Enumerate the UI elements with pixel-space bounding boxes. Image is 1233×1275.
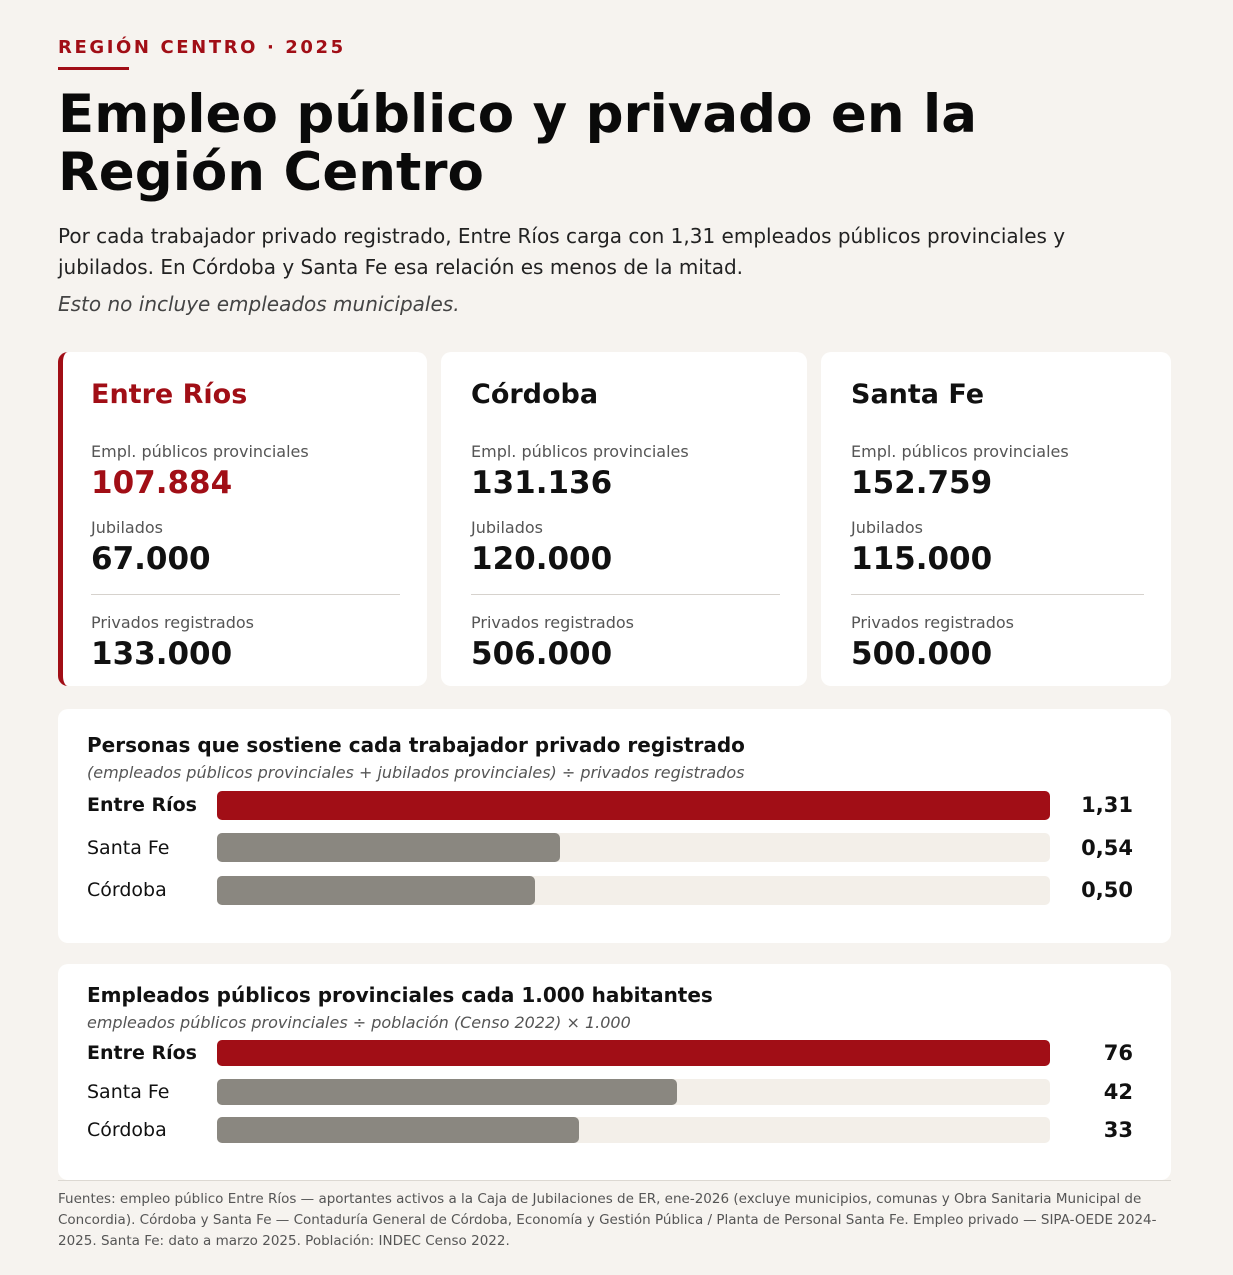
- card-divider: [471, 594, 780, 595]
- card-private-value: 500.000: [851, 636, 993, 672]
- card-entre-rios: Entre Ríos Empl. públicos provinciales 1…: [58, 352, 427, 686]
- kicker-rule: [58, 67, 129, 70]
- chart-subtitle: empleados públicos provinciales ÷ poblac…: [87, 1013, 631, 1032]
- bar-row: Santa Fe 42: [58, 1078, 1171, 1105]
- page-note: Esto no incluye empleados municipales.: [58, 292, 460, 316]
- bar-value-label: 33: [1103, 1118, 1133, 1142]
- card-cordoba: Córdoba Empl. públicos provinciales 131.…: [441, 352, 807, 686]
- card-public-label: Empl. públicos provinciales: [471, 442, 689, 461]
- chart-title: Empleados públicos provinciales cada 1.0…: [87, 983, 713, 1007]
- bar: [217, 1078, 678, 1105]
- card-private-label: Privados registrados: [471, 613, 634, 632]
- card-private-value: 133.000: [91, 636, 233, 672]
- bar-value-label: 76: [1103, 1041, 1133, 1065]
- page-subtitle: Por cada trabajador privado registrado, …: [58, 224, 1066, 279]
- card-retired-value: 67.000: [91, 541, 211, 577]
- bar-track: [217, 1117, 1050, 1143]
- chart-panel-ratio: Personas que sostiene cada trabajador pr…: [58, 709, 1171, 943]
- bar-track: [217, 1040, 1050, 1066]
- card-retired-label: Jubilados: [91, 518, 163, 537]
- card-public-label: Empl. públicos provinciales: [91, 442, 309, 461]
- bar-row: Santa Fe 0,54: [58, 833, 1171, 862]
- bar-category-label: Santa Fe: [87, 836, 170, 859]
- card-private-label: Privados registrados: [91, 613, 254, 632]
- card-private-value: 506.000: [471, 636, 613, 672]
- card-public-value: 131.136: [471, 465, 613, 501]
- chart-title: Personas que sostiene cada trabajador pr…: [87, 733, 745, 757]
- card-retired-label: Jubilados: [851, 518, 923, 537]
- bar-track: [217, 1078, 1050, 1105]
- card-public-value: 152.759: [851, 465, 993, 501]
- bar-category-label: Córdoba: [87, 1119, 167, 1141]
- bar-track: [217, 833, 1050, 862]
- card-retired-value: 120.000: [471, 541, 613, 577]
- chart-subtitle: (empleados públicos provinciales + jubil…: [87, 763, 745, 782]
- bar-value-label: 1,31: [1081, 793, 1133, 817]
- bar-value-label: 0,50: [1081, 878, 1133, 902]
- bar-value-label: 0,54: [1081, 835, 1133, 860]
- bar-category-label: Santa Fe: [87, 1080, 170, 1103]
- sources-footer: Fuentes: empleo público Entre Ríos — apo…: [58, 1180, 1171, 1252]
- bar-category-label: Córdoba: [87, 879, 167, 901]
- bar: [217, 833, 561, 862]
- card-santa-fe: Santa Fe Empl. públicos provinciales 152…: [821, 352, 1171, 686]
- bar-category-label: Entre Ríos: [87, 1042, 197, 1064]
- card-retired-label: Jubilados: [471, 518, 543, 537]
- bar-row: Entre Ríos 76: [58, 1040, 1171, 1066]
- bar: [217, 1117, 579, 1143]
- bar: [217, 790, 1050, 820]
- card-public-value: 107.884: [91, 465, 233, 501]
- bar: [217, 875, 535, 905]
- bar-row: Córdoba 33: [58, 1117, 1171, 1143]
- bar-track: [217, 875, 1050, 905]
- card-divider: [851, 594, 1144, 595]
- chart-panel-per-capita: Empleados públicos provinciales cada 1.0…: [58, 964, 1171, 1180]
- kicker: REGIÓN CENTRO · 2025: [58, 37, 346, 58]
- bar-row: Entre Ríos 1,31: [58, 790, 1171, 820]
- bar: [217, 1040, 1050, 1066]
- card-name: Córdoba: [471, 379, 599, 410]
- card-private-label: Privados registrados: [851, 613, 1014, 632]
- bar-value-label: 42: [1103, 1079, 1133, 1104]
- card-retired-value: 115.000: [851, 541, 993, 577]
- bar-track: [217, 790, 1050, 820]
- page-title: Empleo público y privado en la Región Ce…: [58, 84, 977, 203]
- card-divider: [91, 594, 400, 595]
- bar-row: Córdoba 0,50: [58, 875, 1171, 905]
- card-public-label: Empl. públicos provinciales: [851, 442, 1069, 461]
- bar-category-label: Entre Ríos: [87, 794, 197, 816]
- card-name: Entre Ríos: [91, 379, 248, 410]
- card-name: Santa Fe: [851, 379, 985, 410]
